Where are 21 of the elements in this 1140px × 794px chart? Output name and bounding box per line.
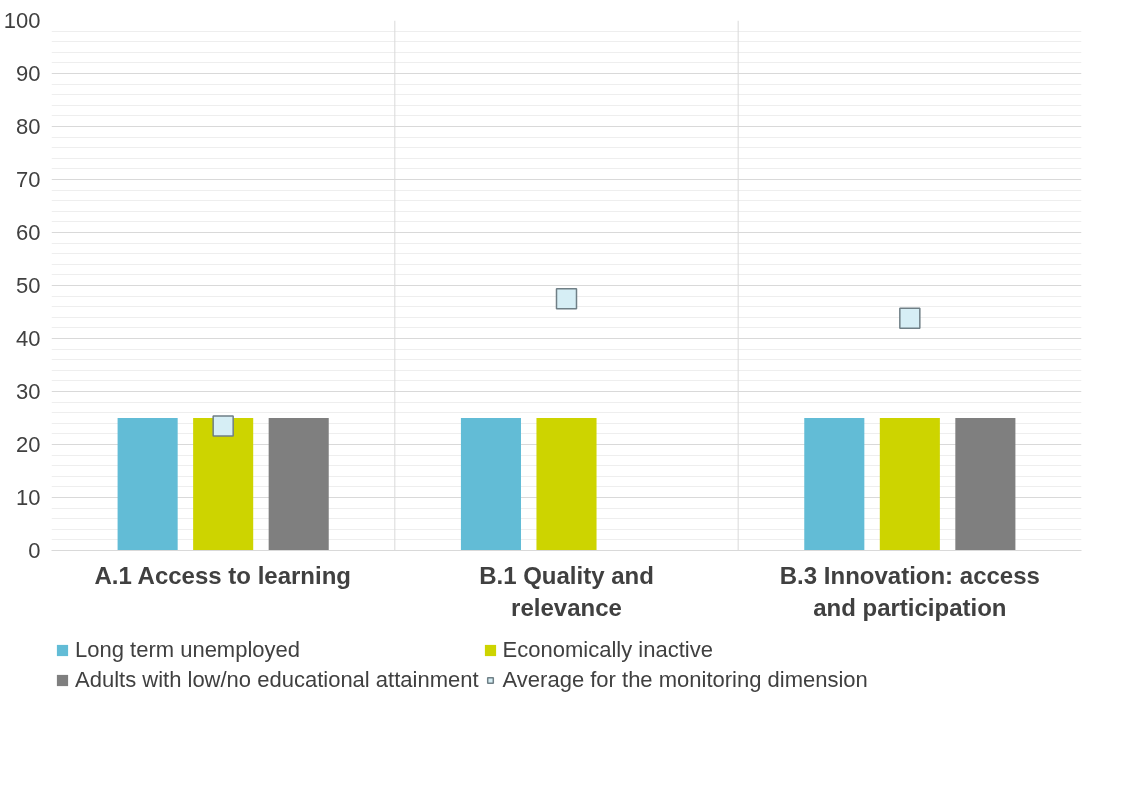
legend-label: Long term unemployed: [75, 637, 301, 663]
y-tick-label: 30: [16, 379, 41, 404]
y-tick-label: 100: [3, 8, 41, 33]
legend-label: Average for the monitoring dimension: [502, 667, 868, 693]
y-tick-label: 20: [16, 432, 41, 457]
point: [555, 288, 578, 310]
y-tick-label: 90: [16, 61, 41, 86]
x-tick-label: B.3 Innovation: access and participation: [779, 561, 1040, 621]
y-tick-label: 60: [16, 220, 41, 245]
y-tick-label: 70: [16, 167, 41, 192]
legend-label: Economically inactive: [502, 637, 713, 663]
y-tick-label: 40: [16, 326, 41, 351]
y-tick-label: 0: [28, 538, 41, 563]
y-tick-label: 50: [16, 273, 41, 298]
point: [212, 415, 234, 437]
y-tick-label: 10: [16, 485, 41, 510]
point: [899, 307, 921, 330]
x-tick-label: B.1 Quality and relevance: [479, 561, 654, 621]
legend-label: Adults with low/no educational attainment: [75, 667, 479, 693]
y-tick-label: 80: [16, 114, 41, 139]
x-tick-label: A.1 Access to learning: [94, 561, 351, 589]
